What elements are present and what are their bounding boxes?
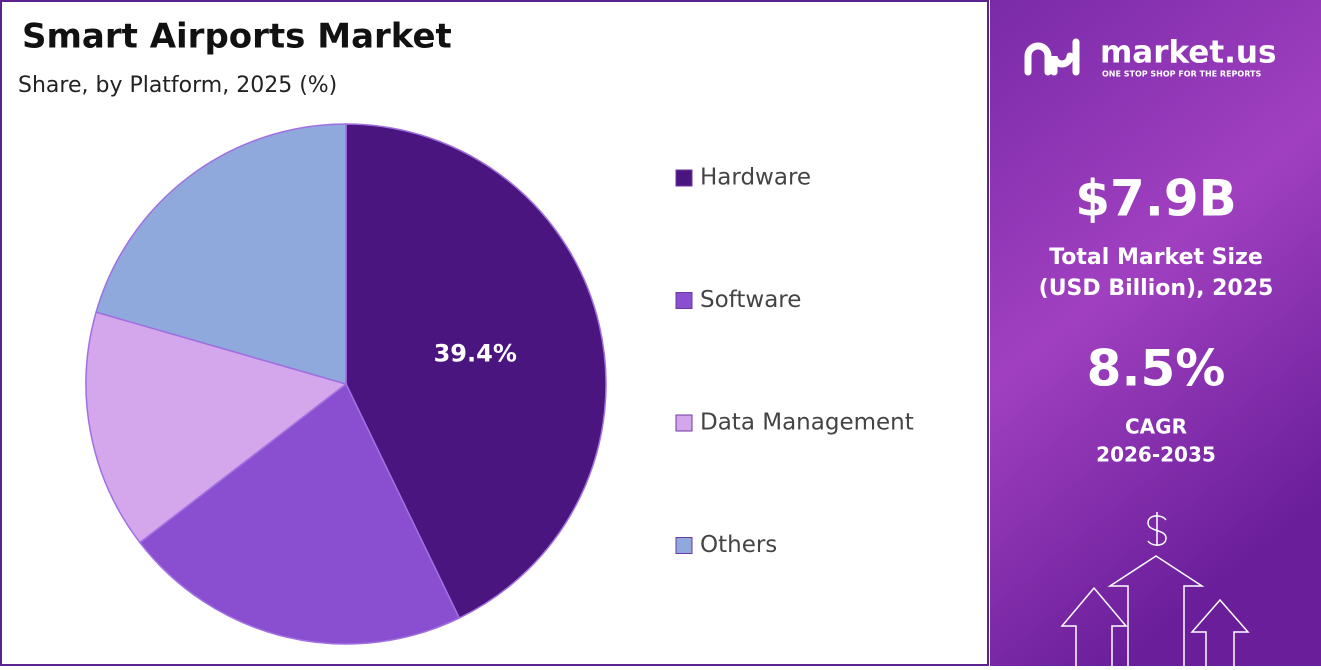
- cagr-label: CAGR: [1125, 415, 1187, 439]
- legend-swatch: [675, 169, 693, 187]
- legend: Hardware Software Data Management Others: [675, 165, 914, 558]
- data-label: 39.4%: [434, 339, 517, 367]
- arrow: [1190, 598, 1250, 666]
- arrows-icon: [1060, 512, 1250, 666]
- market-size-label: (USD Billion), 2025: [1039, 276, 1274, 301]
- tagline: ONE STOP SHOP FOR THE REPORTS: [1102, 70, 1261, 79]
- pie: 39.4%: [85, 123, 607, 645]
- logo: market.us ONE STOP SHOP FOR THE REPORTS: [1024, 35, 1276, 79]
- legend-label: Others: [700, 532, 777, 558]
- cagr-value: 8.5%: [1087, 340, 1226, 398]
- market-size-label: Total Market Size: [1049, 245, 1263, 270]
- legend-swatch: [675, 414, 693, 432]
- pie-slice: [95, 123, 347, 385]
- pie-slice: [138, 382, 461, 645]
- legend-swatch: [675, 537, 693, 554]
- legend-label: Software: [700, 287, 801, 313]
- cagr-period: 2026-2035: [1096, 443, 1216, 467]
- arrow: [1060, 586, 1128, 666]
- market-size: $7.9B: [1075, 170, 1236, 228]
- side-panel: [990, 0, 1321, 666]
- pie-slice: [345, 123, 607, 620]
- dollar-icon: [1147, 512, 1167, 546]
- logo-icon: [1024, 38, 1080, 76]
- chart-title: Smart Airports Market: [22, 17, 452, 57]
- legend-label: Hardware: [700, 165, 811, 191]
- legend-label: Data Management: [700, 410, 914, 436]
- legend-swatch: [675, 292, 693, 309]
- chart-subtitle: Share, by Platform, 2025 (%): [18, 73, 337, 98]
- pie-slice: [85, 311, 348, 544]
- arrow: [1107, 555, 1205, 666]
- brand: market.us: [1100, 35, 1276, 71]
